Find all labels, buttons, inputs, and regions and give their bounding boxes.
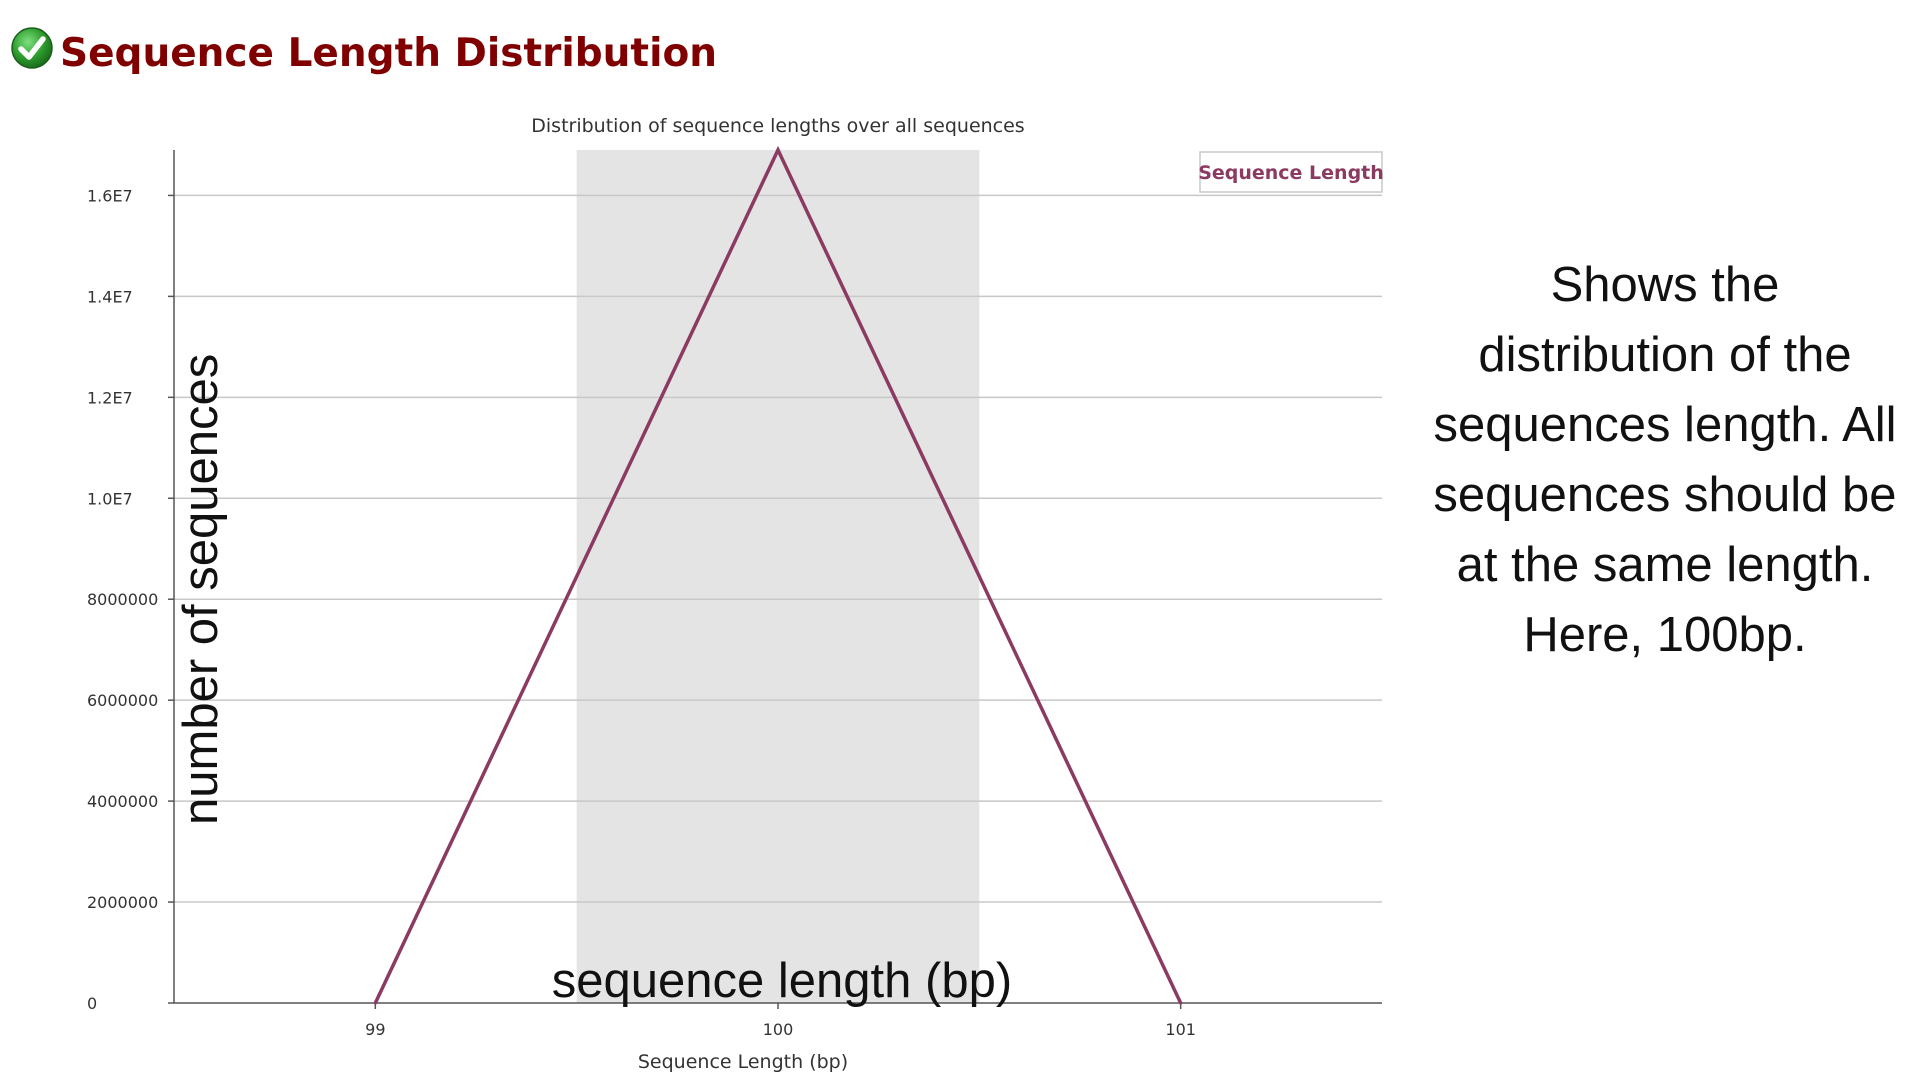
chart-title: Distribution of sequence lengths over al… (531, 115, 1024, 137)
description-line: sequences length. All (1433, 398, 1897, 452)
description-line: at the same length. (1456, 538, 1874, 592)
data-point (373, 1001, 377, 1005)
legend-item: Sequence Length (1198, 162, 1384, 184)
description-line: Shows the (1550, 258, 1780, 312)
description-line: Here, 100bp. (1523, 608, 1807, 662)
y-tick-label: 6000000 (87, 691, 158, 710)
y-axis-overlay-label: number of sequences (174, 354, 228, 825)
y-tick-label: 1.6E7 (87, 186, 133, 205)
y-tick-label: 4000000 (87, 792, 158, 811)
y-tick-label: 0 (87, 994, 97, 1013)
y-tick-label: 1.2E7 (87, 388, 133, 407)
data-point (1179, 1001, 1183, 1005)
legend-box (1199, 151, 1383, 193)
module-title: Sequence Length Distribution (60, 31, 718, 76)
description-line: sequences should be (1433, 468, 1897, 522)
highlight-band (576, 150, 980, 1003)
x-tick-label: 99 (365, 1020, 385, 1039)
y-tick-label: 2000000 (87, 893, 158, 912)
y-tick-label: 8000000 (87, 590, 158, 609)
check-circle-icon (11, 27, 53, 69)
x-axis-overlay-label: sequence length (bp) (552, 954, 1012, 1008)
x-tick-label: 101 (1165, 1020, 1196, 1039)
y-tick-label: 1.0E7 (87, 489, 133, 508)
data-point (776, 148, 780, 152)
description-line: distribution of the (1478, 328, 1852, 382)
x-tick-label: 100 (763, 1020, 794, 1039)
x-axis-title: Sequence Length (bp) (638, 1051, 848, 1073)
y-tick-label: 1.4E7 (87, 287, 133, 306)
description-text: Shows the distribution of the sequences le… (1415, 250, 1915, 670)
